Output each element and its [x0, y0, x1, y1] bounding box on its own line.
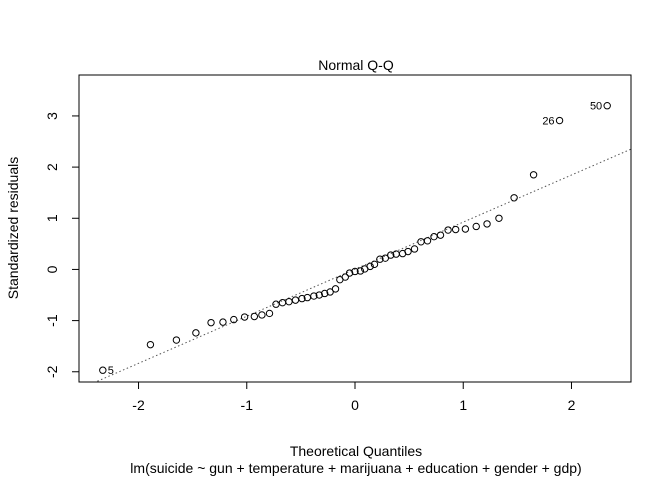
- data-point: [417, 238, 425, 246]
- data-point: [285, 297, 293, 306]
- data-point: [436, 231, 445, 239]
- data-point: [451, 225, 460, 234]
- data-point: [250, 312, 259, 321]
- data-point: [341, 273, 349, 281]
- data-point: [603, 102, 611, 110]
- y-tick-label: -1: [44, 314, 60, 327]
- x-axis: -2 -1 0 1 2: [132, 381, 576, 413]
- data-point: [172, 336, 181, 344]
- data-point: [240, 313, 249, 321]
- chart-subtitle: lm(suicide ~ gun + temperature + marijua…: [130, 460, 581, 476]
- data-point: [430, 232, 438, 241]
- reference-line: [94, 148, 631, 382]
- y-tick-label: 0: [44, 265, 60, 273]
- data-point: [315, 291, 323, 299]
- y-tick-label: 1: [44, 214, 60, 222]
- y-axis-title: Standardized residuals: [5, 157, 21, 299]
- data-point: [387, 251, 395, 259]
- data-point: [326, 288, 334, 296]
- data-point: [345, 269, 354, 277]
- data-point: [219, 318, 227, 326]
- data-point: [423, 237, 432, 245]
- y-tick-label: 3: [44, 112, 60, 120]
- data-point: [472, 222, 480, 231]
- data-point: [207, 318, 215, 327]
- data-point: [320, 289, 329, 298]
- data-point: [310, 292, 318, 300]
- x-axis-title: Theoretical Quantiles: [290, 443, 422, 459]
- data-point: [366, 262, 374, 271]
- data-point: [99, 366, 107, 374]
- x-tick-label: -2: [132, 397, 145, 413]
- data-point: [410, 245, 419, 253]
- chart-title: Normal Q-Q: [318, 57, 394, 73]
- data-point: [192, 329, 200, 337]
- data-point: [444, 226, 452, 234]
- x-tick-label: -1: [241, 397, 254, 413]
- data-point: [381, 254, 390, 262]
- data-point: [404, 247, 412, 256]
- data-point: [146, 340, 155, 349]
- data-point: [291, 296, 300, 304]
- data-point: [356, 267, 365, 275]
- data-point: [510, 194, 518, 202]
- x-tick-label: 2: [568, 397, 576, 413]
- data-point: [298, 294, 306, 303]
- data-point: [495, 214, 503, 222]
- y-tick-label: 2: [44, 163, 60, 171]
- data-point: [265, 309, 274, 318]
- point-label-26: 26: [542, 116, 554, 128]
- data-point: [230, 315, 238, 324]
- x-tick-label: 1: [459, 397, 467, 413]
- plot-area: 5 26 50: [94, 101, 631, 382]
- data-point: [529, 171, 538, 179]
- data-point: [555, 116, 564, 125]
- data-point: [258, 311, 266, 319]
- point-label-50: 50: [590, 101, 602, 113]
- data-point: [351, 267, 359, 276]
- data-point: [370, 260, 379, 269]
- x-tick-label: 0: [351, 397, 359, 413]
- y-axis: -2 -1 0 1 2 3: [44, 112, 80, 378]
- data-point: [376, 255, 384, 263]
- point-label-5: 5: [108, 365, 114, 377]
- data-point: [331, 285, 340, 293]
- data-point: [278, 298, 287, 307]
- y-tick-label: -2: [44, 365, 60, 378]
- data-point: [483, 220, 491, 228]
- data-point: [461, 225, 470, 233]
